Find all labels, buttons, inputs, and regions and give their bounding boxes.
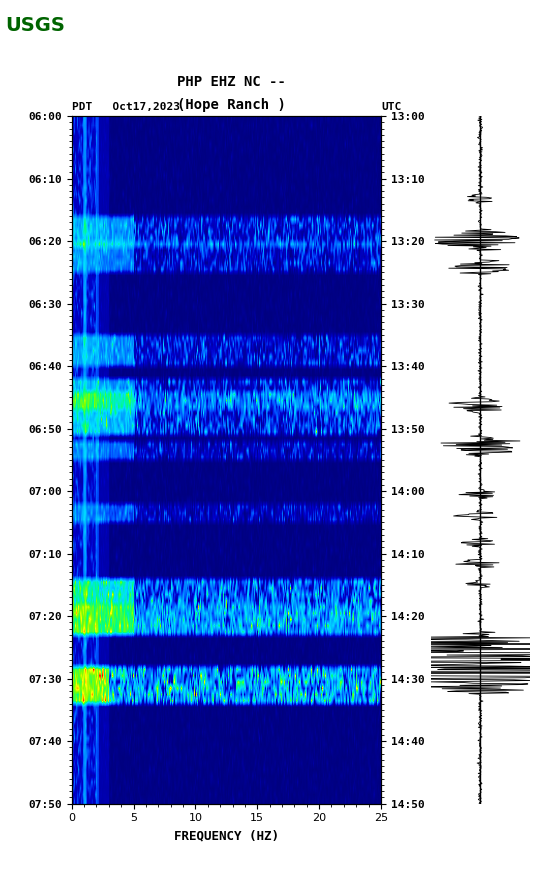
Text: PDT   Oct17,2023: PDT Oct17,2023 (72, 102, 180, 112)
Text: USGS: USGS (6, 16, 65, 35)
Text: (Hope Ranch ): (Hope Ranch ) (177, 97, 286, 112)
X-axis label: FREQUENCY (HZ): FREQUENCY (HZ) (174, 829, 279, 842)
Text: PHP EHZ NC --: PHP EHZ NC -- (177, 75, 286, 89)
Text: UTC: UTC (381, 102, 401, 112)
